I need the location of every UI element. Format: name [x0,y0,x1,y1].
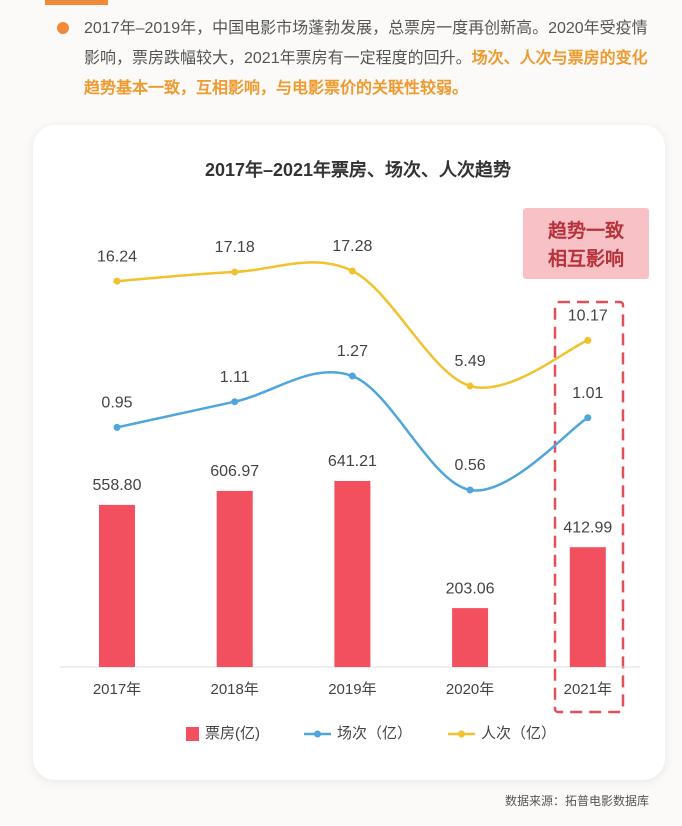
data-label: 1.01 [572,385,603,402]
data-label: 203.06 [446,580,495,597]
highlight-frame [553,300,625,714]
legend-label: 票房(亿) [205,725,260,742]
source: 数据来源：拓普电影数据库 [505,794,650,808]
data-label: 0.95 [101,395,132,412]
data-label: 10.17 [568,308,608,325]
intro-plain: 2017年–2019年，中国电影市场蓬勃发展，总票房一度再创新高。2020年受疫… [84,20,648,67]
annotation-text: 相互影响 [548,247,624,270]
annotation-box [523,208,649,279]
data-label: 16.24 [97,248,137,265]
data-label: 5.49 [455,353,486,370]
point [231,268,239,276]
point [466,382,474,390]
line [116,370,589,492]
bar [569,547,606,667]
point [584,336,592,344]
x-tick-label: 2020年 [446,681,494,698]
bullet [57,22,69,34]
point [348,267,356,275]
line [116,261,589,389]
point [113,277,121,285]
point [466,486,474,494]
data-label: 0.56 [455,457,486,474]
bar [452,608,489,667]
x-tick-label: 2017年 [93,681,141,698]
legend-swatch [186,727,199,741]
data-label: 606.97 [210,463,259,480]
point [231,398,239,406]
x-tick-label: 2021年 [564,681,612,698]
legend-label: 场次（亿） [337,725,412,742]
data-label: 641.21 [328,453,377,470]
data-label: 1.11 [220,369,250,386]
intro-text: 2017年–2019年，中国电影市场蓬勃发展，总票房一度再创新高。2020年受疫… [84,14,659,104]
chart-title: 2017年–2021年票房、场次、人次趋势 [205,159,511,180]
data-label: 17.28 [332,238,372,255]
data-label: 1.27 [337,343,368,360]
bar [334,481,371,667]
data-label: 412.99 [563,519,612,536]
x-tick-label: 2019年 [328,681,376,698]
point [113,423,121,431]
data-label: 558.80 [93,477,142,494]
annotation-text: 趋势一致 [548,219,625,242]
bar [99,504,135,667]
legend-swatch [314,730,321,738]
legend-label: 人次（亿） [481,725,556,742]
point [584,414,592,422]
x-tick-label: 2018年 [211,681,259,698]
data-label: 17.18 [215,239,255,256]
intro-highlight: 场次、人次与票房的变化趋势基本一致，互相影响，与电影票价的关联性较弱。 [84,50,648,97]
legend-swatch [458,730,465,738]
top-accent [45,0,108,5]
bar [216,490,253,667]
point [348,372,356,380]
